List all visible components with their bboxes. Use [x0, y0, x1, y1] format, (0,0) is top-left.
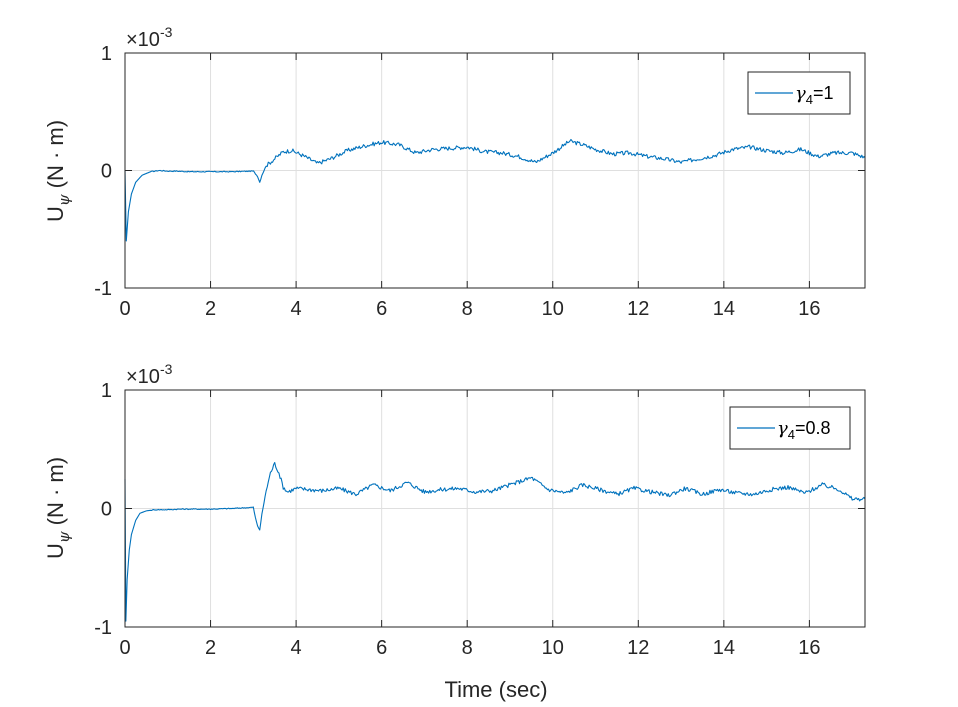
x-tick-label: 6 — [376, 637, 387, 659]
x-tick-label: 4 — [291, 637, 302, 659]
y-tick-labels: -1 0 1 — [94, 43, 112, 300]
tick-marks — [124, 52, 865, 289]
y-tick-label: 1 — [101, 43, 112, 65]
legend-entry: γ4=1 — [795, 83, 834, 107]
x-tick-label: 10 — [542, 637, 564, 659]
exponent-label: ×10-3 — [126, 361, 173, 388]
series-line — [124, 138, 866, 242]
x-axis-label: Time (sec) — [444, 677, 547, 702]
series-line — [124, 461, 866, 622]
x-tick-label: 4 — [291, 298, 302, 320]
bottom-subplot: 0 2 4 6 8 10 12 14 16 -1 0 1 ×10-3 Uψ(N · m) Time … — [43, 361, 866, 702]
legend-entry: γ4=0.8 — [777, 418, 831, 442]
x-tick-label: 2 — [205, 637, 216, 659]
y-tick-label: 1 — [101, 380, 112, 402]
top-subplot: 0 2 4 6 8 10 12 14 16 -1 0 1 ×10-3 Uψ(N · m) γ4=1 — [43, 24, 866, 320]
y-tick-label: -1 — [94, 617, 112, 639]
y-axis-label: Uψ(N · m) — [43, 120, 73, 222]
x-tick-label: 16 — [798, 637, 820, 659]
x-tick-label: 14 — [713, 298, 735, 320]
x-tick-label: 16 — [798, 298, 820, 320]
x-tick-label: 6 — [376, 298, 387, 320]
x-tick-labels: 0 2 4 6 8 10 12 14 16 — [119, 298, 820, 320]
tick-marks — [124, 389, 865, 628]
exponent-label: ×10-3 — [126, 24, 173, 51]
x-tick-label: 14 — [713, 637, 735, 659]
x-tick-label: 12 — [627, 298, 649, 320]
legend: γ4=1 — [747, 71, 851, 115]
y-axis-label: Uψ(N · m) — [43, 457, 73, 559]
y-tick-label: 0 — [101, 161, 112, 183]
series-lines — [124, 138, 866, 242]
x-tick-label: 8 — [462, 298, 473, 320]
x-tick-label: 12 — [627, 637, 649, 659]
x-tick-label: 0 — [119, 637, 130, 659]
y-tick-label: 0 — [101, 499, 112, 521]
series-lines — [124, 461, 866, 622]
x-tick-label: 8 — [462, 637, 473, 659]
y-tick-labels: -1 0 1 — [94, 380, 112, 639]
x-tick-labels: 0 2 4 6 8 10 12 14 16 — [119, 637, 820, 659]
legend: γ4=0.8 — [729, 406, 851, 450]
x-tick-label: 2 — [205, 298, 216, 320]
y-tick-label: -1 — [94, 278, 112, 300]
x-tick-label: 10 — [542, 298, 564, 320]
x-tick-label: 0 — [119, 298, 130, 320]
